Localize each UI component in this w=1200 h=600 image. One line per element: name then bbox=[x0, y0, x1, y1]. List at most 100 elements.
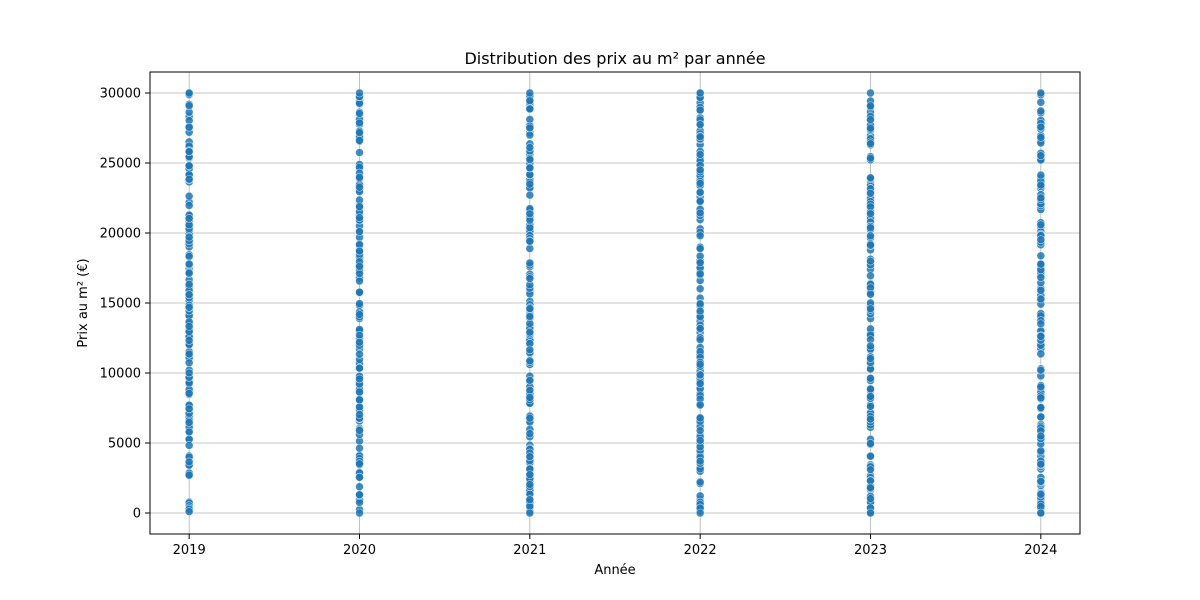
scatter-point bbox=[1036, 365, 1046, 375]
scatter-point bbox=[184, 404, 194, 414]
scatter-point bbox=[525, 345, 535, 355]
scatter-point bbox=[525, 312, 535, 321]
scatter-point bbox=[1036, 382, 1046, 392]
y-tick-label: 20000 bbox=[100, 227, 141, 242]
scatter-point bbox=[1036, 273, 1046, 282]
scatter-point bbox=[1036, 403, 1046, 412]
scatter-point bbox=[695, 359, 705, 369]
scatter-point bbox=[866, 402, 875, 411]
scatter-point bbox=[866, 384, 875, 394]
scatter-point bbox=[355, 410, 364, 419]
scatter-point bbox=[866, 439, 875, 448]
scatter-point bbox=[866, 173, 875, 183]
scatter-point bbox=[866, 483, 875, 493]
scatter-point bbox=[1036, 508, 1046, 518]
scatter-point bbox=[184, 358, 194, 368]
y-axis: 0 5000 10000 15000 20000 25000 30000 bbox=[100, 87, 150, 522]
scatter-point bbox=[184, 290, 194, 300]
scatter-point bbox=[525, 393, 535, 402]
scatter-point bbox=[866, 88, 875, 98]
scatter-point bbox=[355, 508, 364, 518]
scatter-point bbox=[1036, 412, 1046, 422]
scatter-point bbox=[695, 306, 705, 316]
scatter-point bbox=[525, 104, 535, 114]
x-tick-label: 2024 bbox=[1024, 543, 1057, 558]
scatter-point bbox=[184, 418, 194, 427]
scatter-point bbox=[355, 182, 364, 192]
scatter-point bbox=[525, 143, 535, 152]
scatter-point bbox=[525, 327, 535, 337]
scatter-point bbox=[1036, 151, 1046, 160]
scatter-point bbox=[695, 508, 705, 518]
scatter-point bbox=[525, 304, 535, 313]
scatter-point bbox=[184, 349, 194, 359]
scatter-point bbox=[695, 400, 705, 410]
scatter-point bbox=[525, 470, 535, 479]
y-tick-label: 0 bbox=[133, 507, 141, 522]
scatter-point bbox=[525, 163, 535, 173]
scatter-point bbox=[355, 402, 364, 412]
scatter-point bbox=[184, 161, 194, 171]
scatter-point bbox=[184, 252, 194, 261]
scatter-point bbox=[866, 465, 875, 474]
x-axis-title: Année bbox=[594, 563, 635, 578]
scatter-point bbox=[184, 470, 194, 480]
scatter-point bbox=[355, 276, 364, 286]
scatter-point bbox=[184, 174, 194, 184]
scatter-point bbox=[1036, 251, 1046, 261]
scatter-point bbox=[1036, 122, 1046, 132]
scatter-point bbox=[184, 388, 194, 398]
scatter-point bbox=[355, 395, 364, 405]
scatter-point bbox=[695, 120, 705, 129]
scatter-point bbox=[525, 508, 535, 518]
scatter-point bbox=[184, 279, 194, 289]
y-axis-title: Prix au m² (€) bbox=[76, 258, 91, 347]
scatter-point bbox=[355, 109, 364, 118]
scatter-point bbox=[695, 88, 705, 98]
scatter-point bbox=[355, 337, 364, 347]
scatter-point bbox=[355, 136, 364, 145]
scatter-point bbox=[1036, 332, 1046, 341]
scatter-point bbox=[525, 223, 535, 233]
scatter-point bbox=[695, 132, 705, 142]
grid-lines bbox=[150, 72, 1080, 534]
scatter-point bbox=[355, 426, 364, 435]
scatter-point bbox=[695, 456, 705, 466]
scatter-point bbox=[866, 341, 875, 351]
scatter-point bbox=[1036, 349, 1046, 359]
scatter-point bbox=[1036, 180, 1046, 190]
scatter-point bbox=[525, 376, 535, 385]
y-tick-label: 5000 bbox=[108, 437, 141, 452]
scatter-point bbox=[695, 426, 705, 435]
x-tick-label: 2023 bbox=[854, 543, 887, 558]
chart-title: Distribution des prix au m² par année bbox=[464, 49, 765, 68]
scatter-point bbox=[866, 153, 875, 163]
scatter-point bbox=[866, 508, 875, 518]
scatter-point bbox=[1036, 133, 1046, 142]
scatter-point bbox=[866, 256, 875, 266]
scatter-point bbox=[355, 88, 364, 98]
scatter-point bbox=[525, 258, 535, 268]
scatter-point bbox=[355, 262, 364, 271]
y-tick-label: 30000 bbox=[100, 87, 141, 102]
scatter-point bbox=[184, 191, 194, 201]
scatter-point bbox=[695, 187, 705, 197]
scatter-point bbox=[355, 443, 364, 453]
scatter-point bbox=[525, 244, 535, 253]
scatter-point bbox=[525, 155, 535, 164]
scatter-point bbox=[525, 130, 535, 140]
scatter-point bbox=[1036, 490, 1046, 499]
scatter-point bbox=[1036, 393, 1046, 403]
scatter-point bbox=[184, 336, 194, 345]
scatter-point bbox=[525, 236, 535, 246]
x-tick-label: 2021 bbox=[513, 543, 546, 558]
x-axis: 2019 2020 2021 2022 2023 2024 bbox=[173, 534, 1057, 558]
scatter-point bbox=[355, 349, 364, 359]
y-tick-label: 10000 bbox=[100, 367, 141, 382]
x-tick-label: 2019 bbox=[173, 543, 206, 558]
scatter-point bbox=[355, 472, 364, 482]
scatter-point bbox=[695, 370, 705, 380]
scatter-point bbox=[525, 88, 535, 98]
scatter-point bbox=[184, 322, 194, 331]
x-tick-label: 2020 bbox=[343, 543, 376, 558]
